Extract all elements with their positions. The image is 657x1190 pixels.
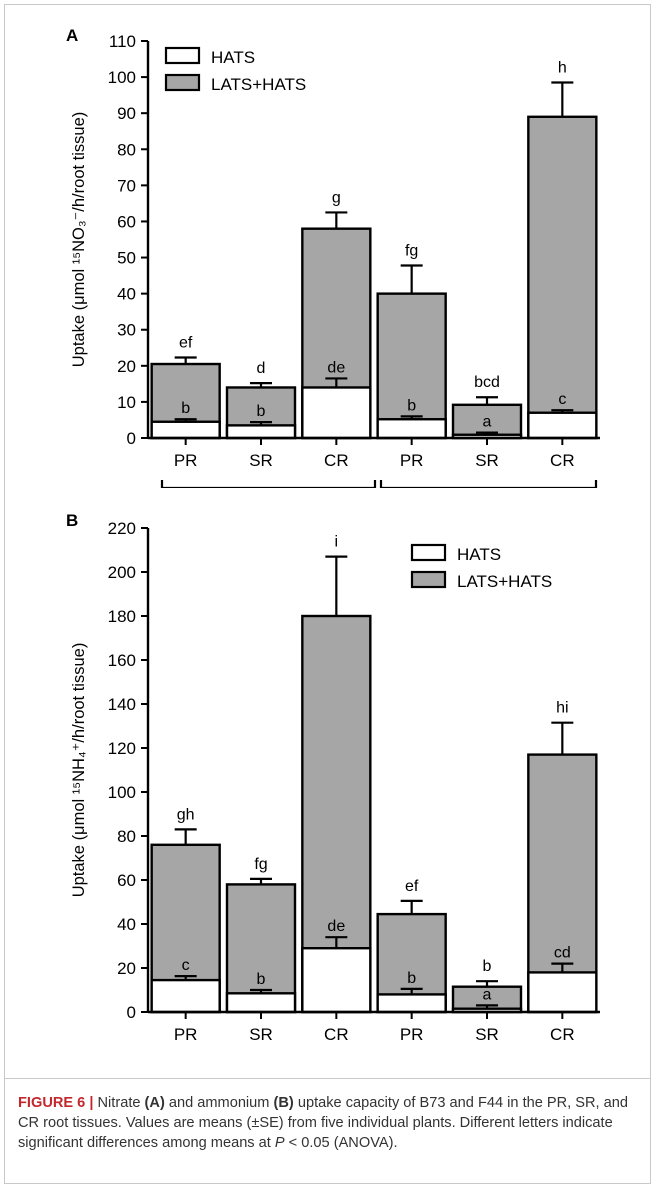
caption-text-2: and ammonium [164,1095,274,1111]
bar-hats [301,386,372,440]
significance-letter-lats-hats: fg [405,242,418,259]
y-tick-label: 200 [108,563,136,582]
significance-letter-hats: c [558,391,566,408]
x-tick-label: PR [174,1025,198,1044]
y-tick-label: 100 [108,783,136,802]
significance-letter-hats: a [483,986,492,1003]
panel-b-chart: Bghcfgbideefbbahicd020406080100120140160… [66,511,600,1044]
significance-letter-lats-hats: hi [556,700,568,717]
bar-hats [225,992,297,1014]
caption-text-3: uptake capacity of B73 and F44 in the PR… [18,1095,629,1151]
significance-letter-lats-hats: b [483,958,492,975]
bar-hats [527,971,598,1014]
legend-swatch-lats-hats [164,73,201,92]
y-tick-label: 20 [117,357,136,376]
legend-swatch-lats-hats [410,570,447,589]
significance-letter-hats: b [407,970,416,987]
bar-hats [527,411,598,440]
y-tick-label: 160 [108,651,136,670]
significance-letter-lats-hats: fg [254,856,267,873]
caption-text-4: < 0.05 (ANOVA). [284,1135,398,1151]
panel-a-chart: Aef b d b g de fg b bcd a h c 0 10 20 30 40 50 60 70 80 90 100… [66,26,600,488]
panel-label: B [66,511,78,530]
bar-hats [301,947,372,1014]
y-tick-label: 220 [108,519,136,538]
y-tick-label: 30 [117,321,136,340]
significance-letter-hats: de [327,918,345,935]
bar-hats [150,420,221,440]
caption-text-1: Nitrate [93,1095,145,1111]
x-tick-label: SR [475,1025,499,1044]
y-tick-label: 110 [109,32,136,51]
x-tick-label: CR [324,1025,349,1044]
y-tick-label: 0 [127,429,136,448]
y-tick-label: 50 [117,249,136,268]
x-tick-label: CR [550,1025,575,1044]
legend-swatch-hats [164,46,201,65]
caption-panel-b-ref: (B) [273,1095,294,1111]
bar-hats [376,993,447,1014]
y-tick-label: 70 [117,176,136,195]
caption-p-symbol: P [274,1135,285,1151]
significance-letter-hats: cd [554,945,571,962]
x-tick-label: CR [324,451,349,470]
significance-letter-lats-hats: g [332,189,341,206]
y-tick-label: 60 [117,212,136,231]
significance-letter-lats-hats: ef [405,878,419,895]
significance-letter-hats: a [483,414,492,431]
panel-label: A [66,26,78,45]
bar-hats [376,418,447,440]
y-tick-label: 100 [108,68,136,87]
legend-label-hats: HATS [457,545,501,564]
significance-letter-hats: b [181,400,190,417]
legend-label-lats-hats: LATS+HATS [211,75,306,94]
x-tick-label: SR [475,451,499,470]
caption-panel-a-ref: (A) [144,1095,165,1111]
y-tick-label: 40 [117,915,136,934]
y-tick-label: 40 [117,285,136,304]
y-tick-label: 120 [108,739,136,758]
legend-label-hats: HATS [211,48,255,67]
y-tick-label: 10 [117,393,136,412]
x-tick-label: SR [249,1025,273,1044]
figure-frame [4,4,651,1184]
bar-hats [225,424,297,440]
significance-letter-hats: b [257,971,266,988]
significance-letter-hats: b [257,403,266,420]
significance-letter-lats-hats: d [257,360,266,377]
significance-letter-lats-hats: i [335,534,339,551]
significance-letter-lats-hats: ef [179,335,193,352]
y-axis-label: Uptake (μmol ¹⁵NH₄⁺/h/root tissue) [70,643,88,898]
y-tick-label: 20 [117,959,136,978]
x-tick-label: PR [400,451,424,470]
y-tick-label: 0 [127,1003,136,1022]
significance-letter-hats: de [327,359,345,376]
y-tick-label: 60 [117,871,136,890]
significance-letter-hats: b [407,397,416,414]
y-tick-label: 140 [108,695,136,714]
x-tick-label: CR [550,451,575,470]
bar-lats-hats [527,115,598,440]
figure-caption: FIGURE 6 | Nitrate (A) and ammonium (B) … [4,1078,651,1153]
significance-letter-lats-hats: h [558,60,567,77]
x-tick-label: PR [174,451,198,470]
caption-figure-label: FIGURE 6 | [18,1095,94,1111]
significance-letter-lats-hats: bcd [474,374,500,391]
bar-hats [150,978,221,1014]
legend-swatch-hats [410,543,447,562]
y-tick-label: 80 [117,140,136,159]
significance-letter-lats-hats: gh [177,806,195,823]
y-tick-label: 90 [117,104,136,123]
y-tick-label: 80 [117,827,136,846]
x-tick-label: SR [249,451,273,470]
y-axis-label: Uptake (μmol ¹⁵NO₃⁻/h/root tissue) [70,112,88,368]
x-tick-label: PR [400,1025,424,1044]
y-tick-label: 180 [108,607,136,626]
significance-letter-hats: c [182,957,190,974]
legend-label-lats-hats: LATS+HATS [457,572,552,591]
